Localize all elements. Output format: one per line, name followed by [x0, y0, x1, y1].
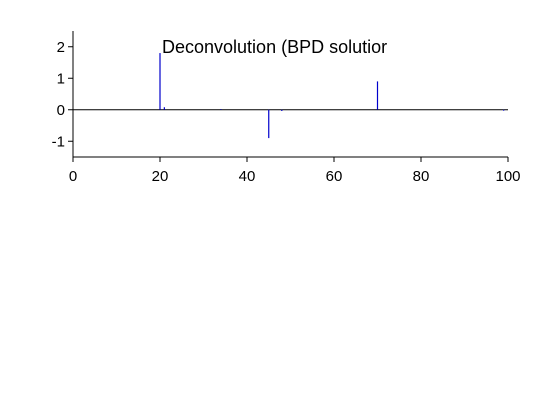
x-tick-label: 60	[326, 168, 343, 185]
x-tick-label: 80	[413, 168, 430, 185]
chart-title: Deconvolution (BPD solutior	[162, 37, 387, 57]
chart-axes: 2 1 0 -1 0 20 40 60 80 100	[52, 31, 521, 185]
chart-stems	[159, 53, 505, 139]
x-tick-label: 40	[239, 168, 256, 185]
y-tick-label: 1	[57, 70, 65, 87]
x-tick-label: 0	[69, 168, 77, 185]
y-tick-label: 2	[57, 39, 65, 56]
x-tick-label: 20	[152, 168, 169, 185]
y-tick-label: 0	[57, 102, 65, 119]
x-tick-label: 100	[495, 168, 520, 185]
y-tick-label: -1	[52, 133, 65, 150]
